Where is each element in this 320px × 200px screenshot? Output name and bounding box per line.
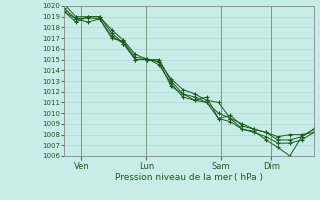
- X-axis label: Pression niveau de la mer ( hPa ): Pression niveau de la mer ( hPa ): [115, 173, 263, 182]
